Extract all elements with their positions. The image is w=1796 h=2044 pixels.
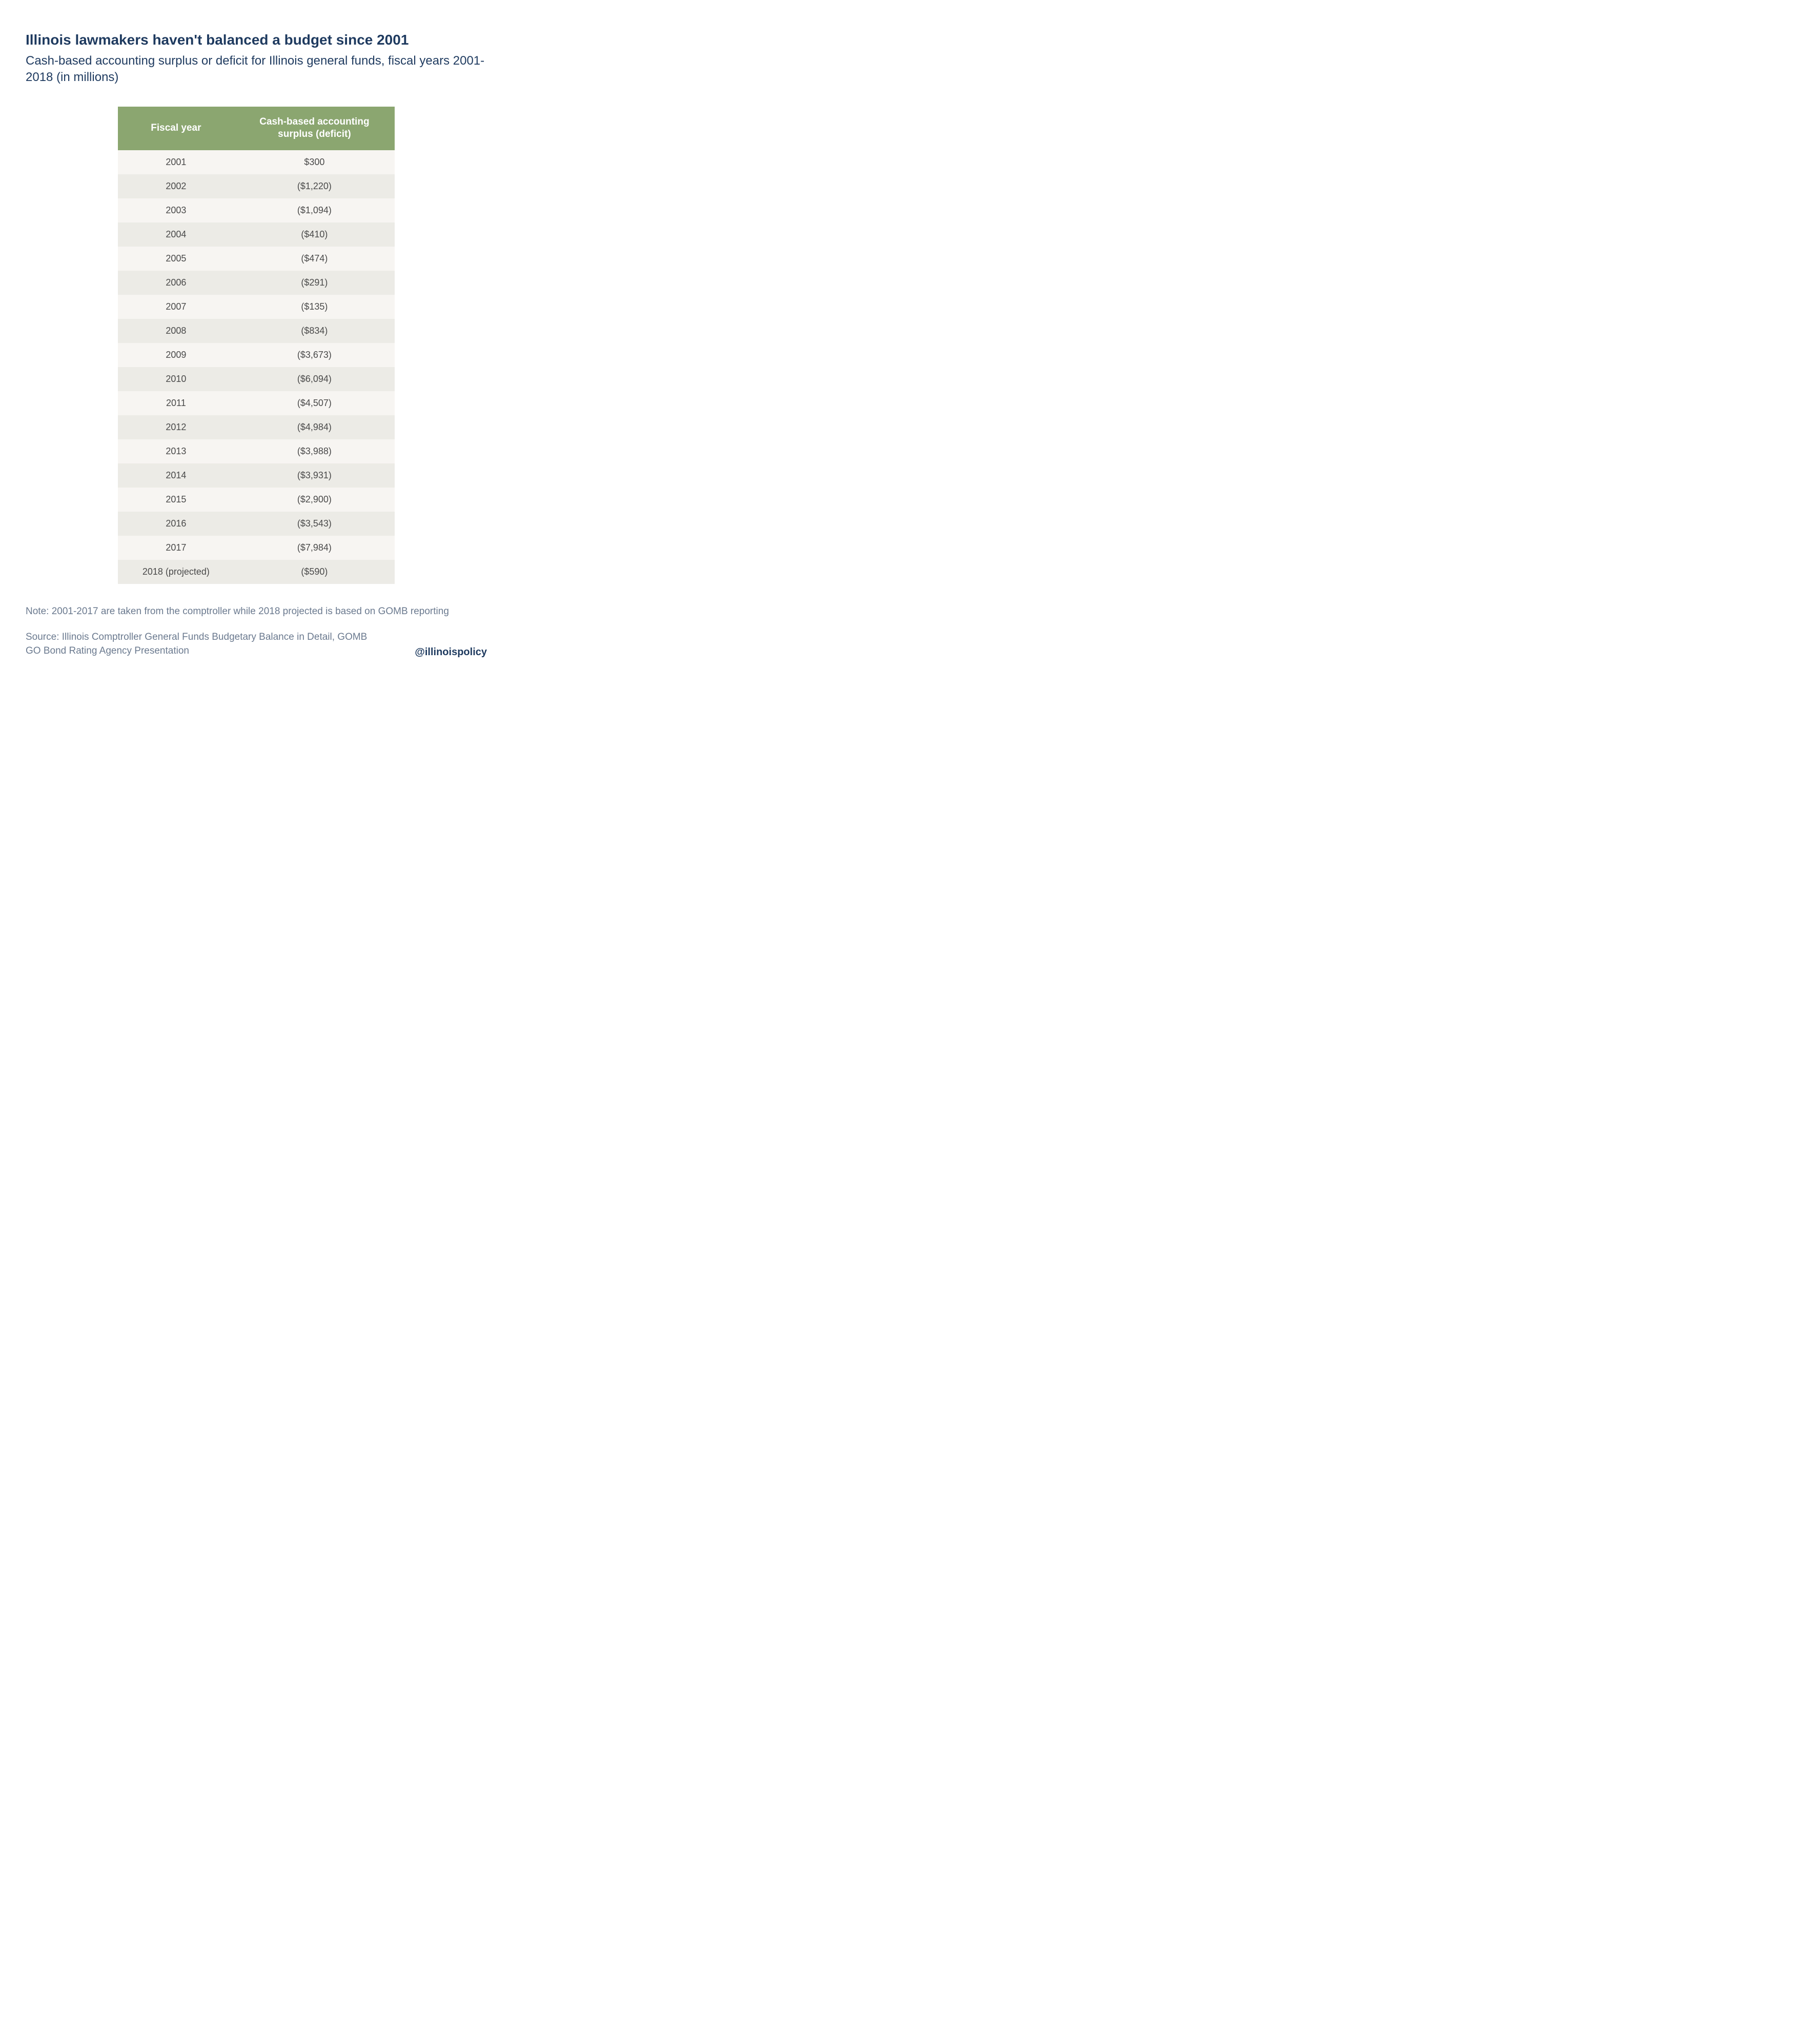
cell-value: ($135) xyxy=(234,295,395,319)
table-row: 2012($4,984) xyxy=(118,415,395,439)
cell-year: 2003 xyxy=(118,198,234,222)
cell-value: ($4,507) xyxy=(234,391,395,415)
cell-year: 2001 xyxy=(118,150,234,174)
budget-table: Fiscal year Cash-based accounting surplu… xyxy=(118,107,395,584)
cell-year: 2014 xyxy=(118,463,234,488)
footer-row: Source: Illinois Comptroller General Fun… xyxy=(26,630,487,658)
table-row: 2008($834) xyxy=(118,319,395,343)
table-row: 2006($291) xyxy=(118,271,395,295)
table-row: 2013($3,988) xyxy=(118,439,395,463)
table-row: 2002($1,220) xyxy=(118,174,395,198)
table-row: 2007($135) xyxy=(118,295,395,319)
table-row: 2011($4,507) xyxy=(118,391,395,415)
cell-year: 2012 xyxy=(118,415,234,439)
cell-year: 2008 xyxy=(118,319,234,343)
cell-year: 2011 xyxy=(118,391,234,415)
cell-value: ($834) xyxy=(234,319,395,343)
cell-year: 2009 xyxy=(118,343,234,367)
cell-value: ($7,984) xyxy=(234,536,395,560)
cell-value: ($3,931) xyxy=(234,463,395,488)
table-container: Fiscal year Cash-based accounting surplu… xyxy=(26,107,487,584)
col-header-year: Fiscal year xyxy=(118,107,234,150)
cell-year: 2006 xyxy=(118,271,234,295)
table-header-row: Fiscal year Cash-based accounting surplu… xyxy=(118,107,395,150)
table-row: 2015($2,900) xyxy=(118,488,395,512)
cell-value: ($1,220) xyxy=(234,174,395,198)
table-row: 2003($1,094) xyxy=(118,198,395,222)
cell-value: $300 xyxy=(234,150,395,174)
table-row: 2010($6,094) xyxy=(118,367,395,391)
table-row: 2001$300 xyxy=(118,150,395,174)
cell-value: ($4,984) xyxy=(234,415,395,439)
col-header-value: Cash-based accounting surplus (deficit) xyxy=(234,107,395,150)
table-row: 2016($3,543) xyxy=(118,512,395,536)
cell-year: 2002 xyxy=(118,174,234,198)
cell-value: ($6,094) xyxy=(234,367,395,391)
table-row: 2017($7,984) xyxy=(118,536,395,560)
cell-year: 2013 xyxy=(118,439,234,463)
page-subtitle: Cash-based accounting surplus or deficit… xyxy=(26,53,487,86)
table-row: 2018 (projected)($590) xyxy=(118,560,395,584)
cell-year: 2005 xyxy=(118,247,234,271)
table-row: 2004($410) xyxy=(118,222,395,247)
source-text: Source: Illinois Comptroller General Fun… xyxy=(26,630,384,658)
cell-year: 2015 xyxy=(118,488,234,512)
social-handle: @illinoispolicy xyxy=(415,646,487,658)
table-row: 2014($3,931) xyxy=(118,463,395,488)
table-row: 2005($474) xyxy=(118,247,395,271)
cell-value: ($1,094) xyxy=(234,198,395,222)
cell-value: ($291) xyxy=(234,271,395,295)
cell-year: 2018 (projected) xyxy=(118,560,234,584)
table-row: 2009($3,673) xyxy=(118,343,395,367)
page-title: Illinois lawmakers haven't balanced a bu… xyxy=(26,31,487,49)
cell-year: 2017 xyxy=(118,536,234,560)
cell-value: ($3,543) xyxy=(234,512,395,536)
cell-year: 2007 xyxy=(118,295,234,319)
cell-year: 2016 xyxy=(118,512,234,536)
footnote: Note: 2001-2017 are taken from the compt… xyxy=(26,604,487,619)
cell-value: ($3,673) xyxy=(234,343,395,367)
cell-value: ($474) xyxy=(234,247,395,271)
cell-value: ($410) xyxy=(234,222,395,247)
cell-value: ($3,988) xyxy=(234,439,395,463)
cell-value: ($2,900) xyxy=(234,488,395,512)
cell-value: ($590) xyxy=(234,560,395,584)
cell-year: 2010 xyxy=(118,367,234,391)
cell-year: 2004 xyxy=(118,222,234,247)
